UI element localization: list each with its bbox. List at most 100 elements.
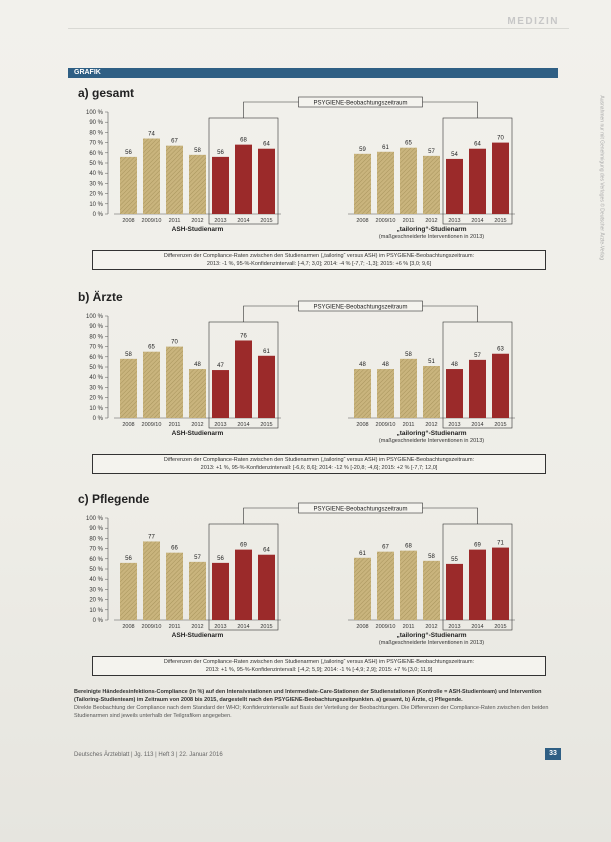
bar-baseline-period <box>377 551 394 620</box>
y-tick-label: 30 % <box>89 587 103 593</box>
bar-observation-period <box>235 549 252 620</box>
page-number: 33 <box>545 748 561 760</box>
difference-values-a: 2013: -1 %, 95-%-Konfidenzintervall: [-4… <box>206 261 432 267</box>
bar-value-label: 76 <box>240 333 247 339</box>
difference-heading-a: Differenzen der Compliance-Raten zwische… <box>163 253 475 259</box>
x-tick-label: 2011 <box>169 624 181 630</box>
y-tick-label: 10 % <box>89 406 103 412</box>
bar-value-label: 65 <box>148 345 155 351</box>
x-tick-label: 2014 <box>237 624 249 630</box>
x-tick-label: 2008 <box>356 422 368 428</box>
bar-observation-period <box>212 370 229 418</box>
x-tick-label: 2012 <box>425 218 437 224</box>
bar-baseline-period <box>354 369 371 418</box>
bracket-label: PSYGIENE-Beobachtungszeitraum <box>313 101 407 107</box>
x-tick-label: 2012 <box>425 422 437 428</box>
bar-value-label: 70 <box>497 136 504 142</box>
bar-observation-period <box>212 562 229 620</box>
section-header: MEDIZIN <box>507 16 559 27</box>
y-tick-label: 70 % <box>89 345 103 351</box>
x-tick-label: 2014 <box>237 422 249 428</box>
y-tick-label: 60 % <box>89 355 103 361</box>
chart-gesamt: 100 % 90 % 80 % 70 % 60 % 50 % 40 % 30 % 20 % 10 … <box>86 96 515 240</box>
y-tick-label: 40 % <box>89 171 103 177</box>
group-sublabel: (maßgeschneiderte Interventionen in 2013… <box>379 640 484 646</box>
y-tick-label: 50 % <box>89 161 103 167</box>
group-label: „tailoring“-Studienarm <box>396 226 466 233</box>
y-tick-label: 20 % <box>89 598 103 604</box>
x-tick-label: 2015 <box>494 624 506 630</box>
bar-baseline-period <box>143 541 160 620</box>
y-tick-label: 30 % <box>89 385 103 391</box>
bar-value-label: 47 <box>217 363 224 369</box>
bar-baseline-period <box>189 561 206 620</box>
bar-baseline-period <box>120 562 137 620</box>
difference-values-b: 2013: +1 %, 95-%-Konfidenzintervall: [-6… <box>200 465 438 471</box>
x-tick-label: 2009/10 <box>376 422 396 428</box>
x-tick-label: 2014 <box>471 624 483 630</box>
bar-baseline-period <box>189 369 206 418</box>
bar-baseline-period <box>400 147 417 214</box>
side-copyright: Ausnahmen nur mit Genehmigung des Verlag… <box>599 95 605 260</box>
bar-baseline-period <box>189 154 206 214</box>
bar-value-label: 69 <box>474 543 481 549</box>
x-tick-label: 2011 <box>169 218 181 224</box>
caption-title: Bereinigte Händedesinfektions-Compliance… <box>74 689 542 703</box>
bar-observation-period <box>258 355 275 418</box>
bar-value-label: 57 <box>194 555 201 561</box>
chart-pflegende: 100 % 90 % 80 % 70 % 60 % 50 % 40 % 30 % 20 % 10 … <box>86 502 515 646</box>
figure-caption: Bereinigte Händedesinfektions-Compliance… <box>74 688 564 720</box>
y-tick-label: 50 % <box>89 567 103 573</box>
bar-baseline-period <box>166 145 183 214</box>
bracket-label: PSYGIENE-Beobachtungszeitraum <box>313 305 407 311</box>
bar-observation-period <box>235 340 252 418</box>
bar-value-label: 64 <box>263 142 270 148</box>
bar-observation-period <box>492 353 509 418</box>
y-tick-label: 50 % <box>89 365 103 371</box>
x-tick-label: 2015 <box>260 218 272 224</box>
bar-value-label: 63 <box>497 347 504 353</box>
x-tick-label: 2012 <box>425 624 437 630</box>
bar-baseline-period <box>423 365 440 418</box>
bar-value-label: 57 <box>428 149 435 155</box>
bar-observation-period <box>258 554 275 620</box>
bar-value-label: 48 <box>359 362 366 368</box>
y-tick-label: 60 % <box>89 557 103 563</box>
x-tick-label: 2013 <box>214 422 226 428</box>
x-tick-label: 2015 <box>260 422 272 428</box>
y-tick-label: 100 % <box>86 516 104 522</box>
x-tick-label: 2013 <box>448 624 460 630</box>
group-label: „tailoring“-Studienarm <box>396 430 466 437</box>
bar-value-label: 65 <box>405 141 412 147</box>
y-tick-label: 30 % <box>89 181 103 187</box>
bar-baseline-period <box>354 153 371 214</box>
y-tick-label: 100 % <box>86 314 104 320</box>
bar-baseline-period <box>400 358 417 418</box>
x-tick-label: 2013 <box>214 624 226 630</box>
x-tick-label: 2014 <box>237 218 249 224</box>
bar-observation-period <box>212 156 229 214</box>
bar-value-label: 57 <box>474 353 481 359</box>
bracket-label-box <box>298 300 423 312</box>
bar-baseline-period <box>166 552 183 620</box>
bar-observation-period <box>446 369 463 418</box>
y-tick-label: 80 % <box>89 334 103 340</box>
x-tick-label: 2011 <box>403 218 415 224</box>
bar-baseline-period <box>377 151 394 214</box>
bar-value-label: 68 <box>405 544 412 550</box>
bar-value-label: 69 <box>240 543 247 549</box>
bar-value-label: 58 <box>405 352 412 358</box>
group-label: ASH-Studienarm <box>172 226 224 233</box>
y-tick-label: 40 % <box>89 375 103 381</box>
x-tick-label: 2011 <box>169 422 181 428</box>
bar-observation-period <box>235 144 252 214</box>
y-tick-label: 20 % <box>89 396 103 402</box>
bar-observation-period <box>469 549 486 620</box>
bar-baseline-period <box>400 550 417 620</box>
bar-value-label: 61 <box>263 349 270 355</box>
x-tick-label: 2008 <box>356 218 368 224</box>
x-tick-label: 2014 <box>471 422 483 428</box>
bar-baseline-period <box>120 156 137 214</box>
bar-value-label: 51 <box>428 359 435 365</box>
